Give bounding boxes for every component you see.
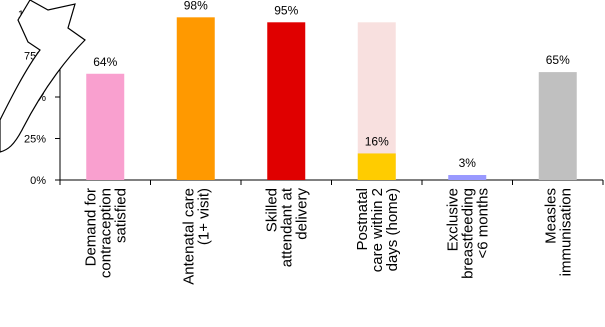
y-tick-label: 25% [24, 134, 46, 146]
data-label: 98% [184, 0, 208, 12]
x-tick-label: Exclusivebreastfeeding<6 months [444, 188, 491, 279]
x-tick-label: Demand forcontraceptionsatisfied [82, 188, 129, 278]
data-label: 95% [274, 3, 298, 17]
data-label: 64% [93, 55, 117, 69]
bar [176, 17, 215, 180]
x-tick-label: Antenatal care(1+ visit) [180, 188, 212, 285]
bar [86, 73, 125, 180]
bar [267, 22, 306, 180]
y-tick-label: 0% [30, 175, 46, 187]
bar [538, 72, 577, 180]
bar [357, 153, 396, 180]
arrow-shape [0, 0, 86, 153]
x-tick-label: Postnatalcare within 2days (home) [354, 188, 401, 272]
data-label: 16% [365, 134, 389, 148]
bar [448, 175, 487, 180]
data-label: 3% [459, 156, 477, 170]
x-tick-label: Measlesimmunisation [542, 188, 574, 276]
data-label: 65% [546, 53, 570, 67]
x-tick-label: Skilledattendant atdelivery [263, 187, 310, 267]
